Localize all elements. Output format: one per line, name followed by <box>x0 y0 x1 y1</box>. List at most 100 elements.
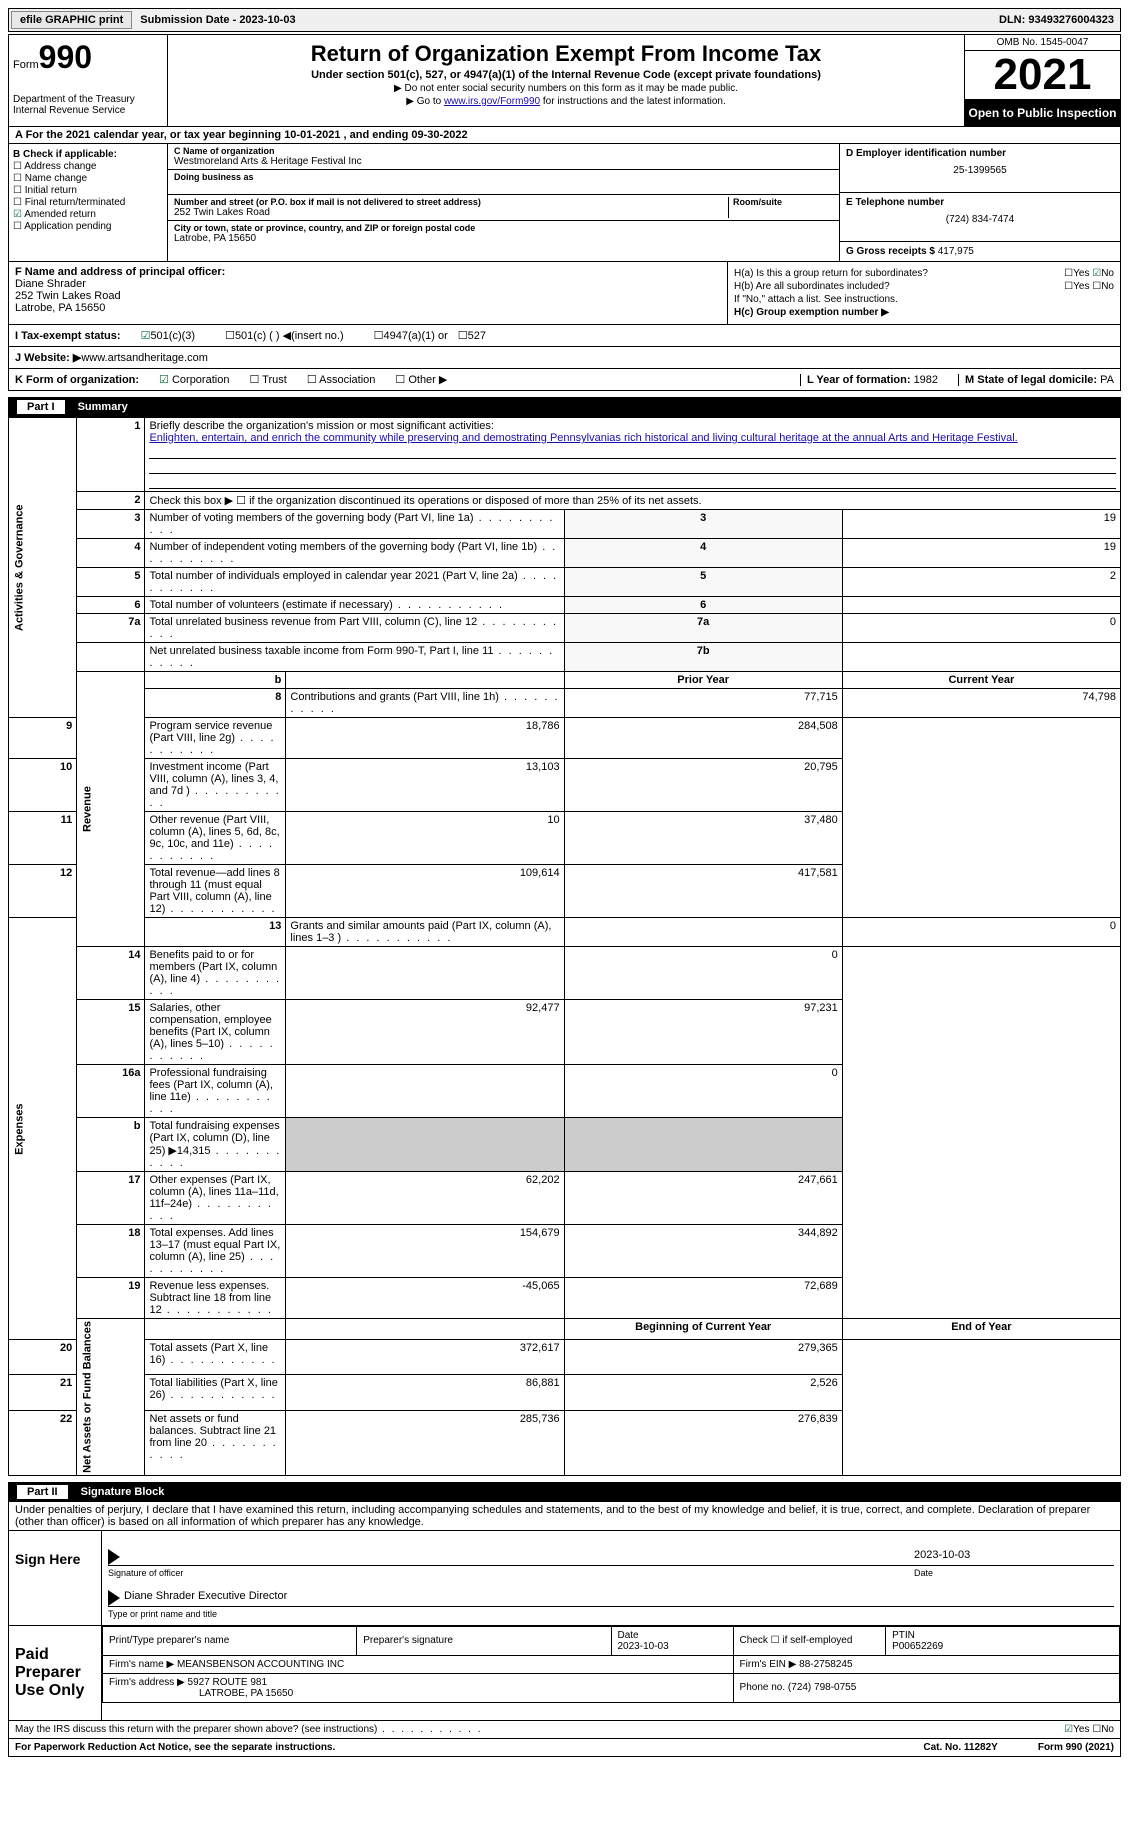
row-text: Contributions and grants (Part VIII, lin… <box>286 689 564 718</box>
eoy-value: 279,365 <box>564 1339 842 1375</box>
side-netassets: Net Assets or Fund Balances <box>77 1319 145 1476</box>
prior-year-value <box>564 918 842 947</box>
dba-cell: Doing business as <box>168 170 839 195</box>
tax-year: 2021 <box>965 51 1120 100</box>
check-name-change[interactable]: Name change <box>13 173 163 184</box>
row-box: 7b <box>564 643 842 672</box>
prep-print-label: Print/Type preparer's name <box>103 1626 357 1655</box>
f-officer-block: F Name and address of principal officer:… <box>9 262 727 324</box>
row-num: 5 <box>77 568 145 597</box>
prior-year-value: 109,614 <box>286 865 564 918</box>
q1-value: Enlighten, entertain, and enrich the com… <box>149 432 1017 444</box>
check-501c3-icon: ☑ <box>141 329 151 342</box>
q2-num: 2 <box>77 492 145 510</box>
summary-row: 3 Number of voting members of the govern… <box>9 510 1121 539</box>
status-527[interactable]: 527 <box>468 330 486 342</box>
firm-addr-cell: Firm's address ▶ 5927 ROUTE 981 LATROBE,… <box>103 1673 734 1702</box>
eoy-header: End of Year <box>842 1319 1120 1340</box>
discuss-yes[interactable]: Yes <box>1073 1724 1089 1735</box>
check-amended-return[interactable]: Amended return <box>13 209 163 220</box>
k-other[interactable]: Other ▶ <box>408 374 447 386</box>
row-text: Total assets (Part X, line 16) <box>145 1339 286 1375</box>
row-b-num: b <box>145 672 286 689</box>
dln-label: DLN: 93493276004323 <box>999 14 1114 26</box>
signature-block: Sign Here 2023-10-03 Signature of office… <box>8 1531 1121 1626</box>
status-501c[interactable]: 501(c) ( ) ◀(insert no.) <box>235 329 344 342</box>
row-value: 19 <box>842 510 1120 539</box>
firm-name-cell: Firm's name ▶ MEANSBENSON ACCOUNTING INC <box>103 1655 734 1673</box>
row-num: 19 <box>77 1278 145 1319</box>
revenue-row: 10 Investment income (Part VIII, column … <box>9 759 1121 812</box>
row-text: Number of voting members of the governin… <box>145 510 564 539</box>
irs-label: Internal Revenue Service <box>13 105 163 116</box>
city-cell: City or town, state or province, country… <box>168 221 839 246</box>
open-public-badge: Open to Public Inspection <box>965 100 1120 126</box>
row-text: Professional fundraising fees (Part IX, … <box>145 1065 286 1118</box>
ha-yes[interactable]: Yes <box>1073 268 1089 279</box>
row-text: Program service revenue (Part VIII, line… <box>145 718 286 759</box>
row-text: Benefits paid to or for members (Part IX… <box>145 947 286 1000</box>
check-final-return[interactable]: Final return/terminated <box>13 197 163 208</box>
prior-year-value: 62,202 <box>286 1172 564 1225</box>
k-assoc[interactable]: Association <box>319 374 375 386</box>
row-num <box>77 643 145 672</box>
sig-date-value: 2023-10-03 <box>914 1549 1114 1565</box>
expense-row: 16a Professional fundraising fees (Part … <box>9 1065 1121 1118</box>
status-501c3[interactable]: 501(c)(3) <box>150 330 195 342</box>
hb-yes[interactable]: Yes <box>1073 281 1089 292</box>
k-trust[interactable]: Trust <box>262 374 287 386</box>
status-4947[interactable]: 4947(a)(1) or <box>384 330 448 342</box>
irs-link[interactable]: www.irs.gov/Form990 <box>444 96 540 107</box>
row-text: Grants and similar amounts paid (Part IX… <box>286 918 564 947</box>
row-text: Net unrelated business taxable income fr… <box>145 643 564 672</box>
street-label: Number and street (or P.O. box if mail i… <box>174 197 728 207</box>
row-text: Other expenses (Part IX, column (A), lin… <box>145 1172 286 1225</box>
gross-cell: G Gross receipts $ 417,975 <box>840 242 1120 261</box>
efile-print-button[interactable]: efile GRAPHIC print <box>11 11 132 29</box>
form-subtitle-2: ▶ Do not enter social security numbers o… <box>172 83 960 94</box>
sig-date-label: Date <box>914 1568 1114 1578</box>
ein-label: D Employer identification number <box>846 148 1114 159</box>
check-app-pending[interactable]: Application pending <box>13 221 163 232</box>
ha-label: H(a) Is this a group return for subordin… <box>734 268 928 279</box>
check-address-change[interactable]: Address change <box>13 161 163 172</box>
q2-cell: Check this box ▶ ☐ if the organization d… <box>145 492 1121 510</box>
expense-row: 18 Total expenses. Add lines 13–17 (must… <box>9 1225 1121 1278</box>
sign-here-label: Sign Here <box>9 1531 102 1625</box>
ha-no[interactable]: No <box>1101 268 1114 279</box>
k-corp[interactable]: Corporation <box>172 374 229 386</box>
eoy-value: 2,526 <box>564 1375 842 1411</box>
expense-row: Expenses 13 Grants and similar amounts p… <box>9 918 1121 947</box>
firm-phone-cell: Phone no. (724) 798-0755 <box>733 1673 1119 1702</box>
row-text: Total fundraising expenses (Part IX, col… <box>145 1118 286 1172</box>
status-row: I Tax-exempt status: ☑ 501(c)(3) ☐ 501(c… <box>8 325 1121 347</box>
form-word: Form <box>13 59 39 71</box>
header-left: Form990 Department of the Treasury Inter… <box>9 35 168 126</box>
expense-row: 17 Other expenses (Part IX, column (A), … <box>9 1172 1121 1225</box>
check-initial-return[interactable]: Initial return <box>13 185 163 196</box>
preparer-block: Paid Preparer Use Only Print/Type prepar… <box>8 1626 1121 1721</box>
hb-row: H(b) Are all subordinates included? ☐Yes… <box>734 281 1114 292</box>
part1-title: Summary <box>78 401 128 413</box>
prep-selfemp-cell[interactable]: Check ☐ if self-employed <box>733 1626 886 1655</box>
discuss-no[interactable]: No <box>1101 1724 1114 1735</box>
row-num: 17 <box>77 1172 145 1225</box>
submission-date: Submission Date - 2023-10-03 <box>140 14 295 26</box>
org-name-value: Westmoreland Arts & Heritage Festival In… <box>174 156 833 167</box>
prior-year-value <box>286 1065 564 1118</box>
street-cell: Number and street (or P.O. box if mail i… <box>174 197 729 218</box>
row-text: Total number of individuals employed in … <box>145 568 564 597</box>
gross-value: 417,975 <box>938 246 974 257</box>
expense-row: 14 Benefits paid to or for members (Part… <box>9 947 1121 1000</box>
prior-year-value: 13,103 <box>286 759 564 812</box>
discuss-row: May the IRS discuss this return with the… <box>8 1721 1121 1739</box>
summary-row: Net unrelated business taxable income fr… <box>9 643 1121 672</box>
current-year-value: 284,508 <box>564 718 842 759</box>
dept-treasury: Department of the Treasury <box>13 94 163 105</box>
row-num: 6 <box>77 597 145 614</box>
row-num: 20 <box>9 1339 77 1375</box>
current-year-value: 72,689 <box>564 1278 842 1319</box>
row-value: 19 <box>842 539 1120 568</box>
prep-date-cell: Date2023-10-03 <box>611 1626 733 1655</box>
hb-no[interactable]: No <box>1101 281 1114 292</box>
